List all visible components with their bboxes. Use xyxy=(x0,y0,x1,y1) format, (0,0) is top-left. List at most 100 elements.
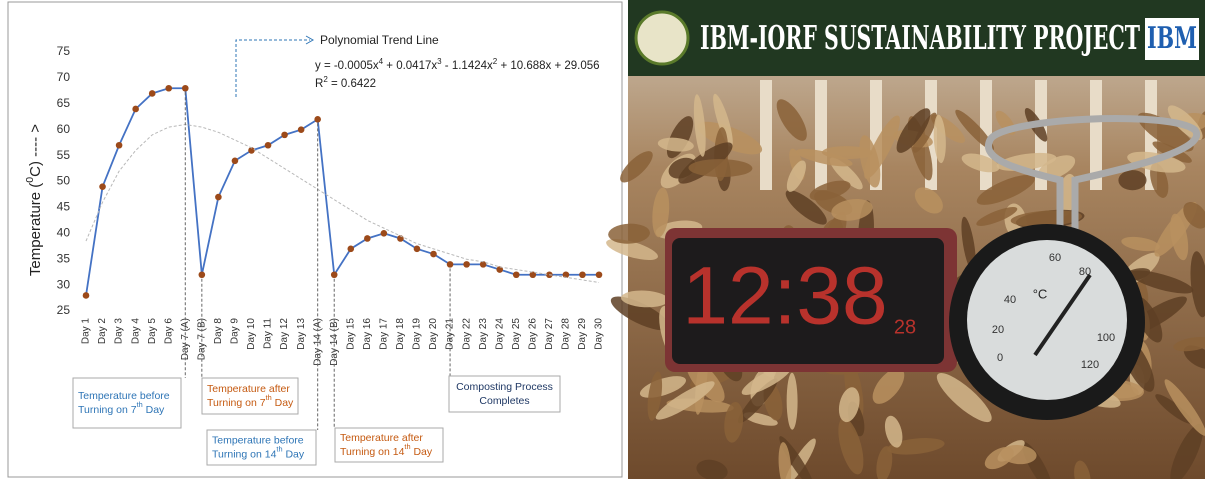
x-tick-label: Day 11 xyxy=(263,318,274,349)
x-tick-label: Day 18 xyxy=(395,318,406,350)
data-point xyxy=(529,271,537,279)
leaf xyxy=(620,151,653,183)
annotation-box xyxy=(206,429,317,466)
annotation-text: Turning on 7th Day xyxy=(78,400,165,415)
leaf xyxy=(961,216,976,272)
text-part: - 1.1424x xyxy=(442,60,493,72)
trend-arrow xyxy=(235,39,310,97)
superscript: th xyxy=(276,445,282,454)
x-tick-label: Day 22 xyxy=(461,318,472,350)
x-tick-label: Day 9 xyxy=(230,318,241,345)
y-tick-label: 75 xyxy=(57,44,71,58)
x-tick-label: Day 20 xyxy=(428,318,439,350)
data-point xyxy=(215,193,222,201)
y-axis-label: Temperature (0C) ---- > xyxy=(24,124,44,276)
leaf xyxy=(838,387,860,423)
text-part: Temperature ( xyxy=(27,183,44,276)
fence-slat xyxy=(815,80,827,190)
annotation-text: Temperature before xyxy=(78,390,170,402)
x-tick-label: Day 23 xyxy=(478,318,489,350)
data-point xyxy=(479,261,487,268)
data-point xyxy=(579,271,586,279)
data-point xyxy=(198,271,206,279)
leaf xyxy=(655,381,715,420)
data-point xyxy=(413,245,421,253)
dial-label: 20 xyxy=(992,324,1004,336)
leaf xyxy=(912,112,937,153)
data-point xyxy=(562,271,570,279)
text-part: Day xyxy=(272,397,294,409)
text-part: Temperature before xyxy=(212,434,304,446)
x-tick-label: Day 27 xyxy=(544,318,555,350)
x-tick-label: Day 17 xyxy=(379,318,390,350)
annotation-text: Turning on 7th Day xyxy=(207,393,294,408)
annotation-text: Temperature after xyxy=(207,383,290,395)
leaf xyxy=(620,290,669,308)
ibm-logo-box xyxy=(1145,18,1199,60)
x-tick-label: Day 6 xyxy=(163,318,174,345)
leaf xyxy=(896,108,931,153)
leaf xyxy=(1118,170,1147,191)
x-tick-label: Day 14 (A) xyxy=(312,318,323,366)
text-part: Composting Process xyxy=(456,381,553,393)
data-point xyxy=(463,261,470,268)
leaf xyxy=(647,371,663,421)
leaf xyxy=(737,378,778,424)
text-part: Day xyxy=(411,446,433,458)
leaf xyxy=(741,365,792,395)
leaf xyxy=(961,153,1000,173)
x-tick-label: Day 2 xyxy=(97,318,108,345)
leaf xyxy=(713,93,733,147)
dial-needle xyxy=(1033,273,1092,357)
fence-slat xyxy=(760,80,772,190)
banner-title: IBM-IORF SUSTAINABILITY PROJECT xyxy=(700,18,1140,57)
trend-equation: y = -0.0005x4 + 0.0417x3 - 1.1424x2 + 10… xyxy=(315,57,600,72)
y-tick-label: 60 xyxy=(57,122,71,136)
text-part: Turning on 7 xyxy=(207,397,266,409)
x-tick-label: Day 26 xyxy=(527,318,538,350)
leaf xyxy=(1121,236,1160,252)
ibm-logo: IBM xyxy=(1147,21,1197,56)
leaf xyxy=(838,417,864,475)
y-tick-label: 55 xyxy=(57,148,71,162)
dial-label: 80 xyxy=(1079,266,1091,278)
superscript: th xyxy=(266,393,272,402)
leaf xyxy=(872,368,905,404)
superscript: 2 xyxy=(493,57,498,66)
leaf xyxy=(1170,423,1204,484)
data-point xyxy=(231,157,239,165)
annotation-box xyxy=(448,375,561,413)
text-part: C) ---- > xyxy=(27,124,44,177)
annotation-text: Completes xyxy=(479,395,529,407)
leaf xyxy=(688,159,753,178)
leaf xyxy=(724,401,744,443)
data-point xyxy=(512,271,520,279)
text-part: + 0.0417x xyxy=(383,60,437,72)
leaf xyxy=(984,447,1014,470)
x-tick-label: Day 16 xyxy=(362,318,373,350)
data-point xyxy=(115,141,123,149)
text-part: y = -0.0005x xyxy=(315,60,379,72)
data-point xyxy=(380,230,388,237)
leaf xyxy=(606,239,658,260)
x-tick-label: Day 1 xyxy=(81,318,92,345)
iorf-logo xyxy=(634,10,690,66)
dial-face xyxy=(967,240,1127,400)
superscript: 2 xyxy=(323,75,328,84)
superscript: th xyxy=(404,442,410,451)
data-point xyxy=(281,131,288,139)
leaf xyxy=(1183,345,1205,369)
x-tick-label: Day 15 xyxy=(345,318,356,350)
data-point xyxy=(496,266,504,273)
leaf xyxy=(831,198,873,221)
data-point xyxy=(82,292,90,299)
annotation-box xyxy=(201,377,299,415)
y-tick-label: 70 xyxy=(57,70,71,84)
text-part: Turning on 14 xyxy=(340,446,405,458)
leaf xyxy=(1190,251,1205,318)
leaf xyxy=(693,94,706,157)
annotation-text: Temperature after xyxy=(340,432,423,444)
leaf xyxy=(1010,210,1083,227)
leaf xyxy=(610,296,670,331)
